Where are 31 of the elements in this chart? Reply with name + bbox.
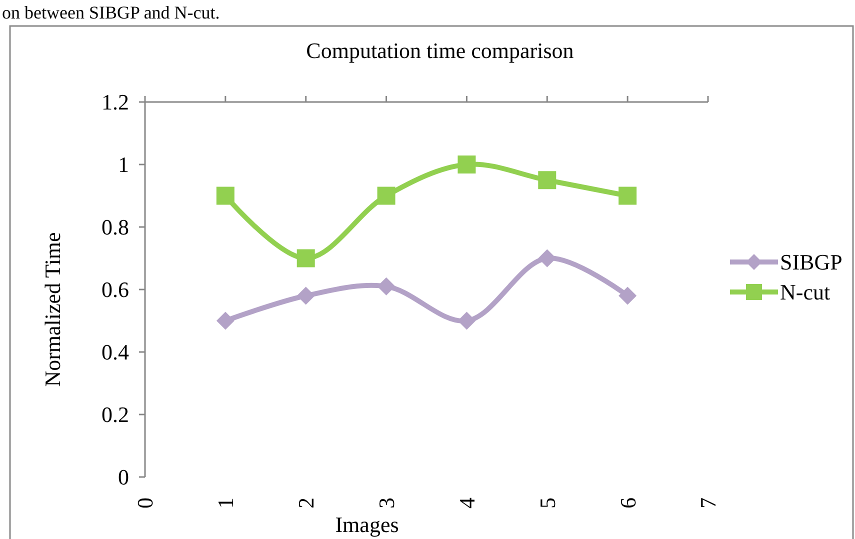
x-tick-label: 0 <box>132 498 158 508</box>
point <box>538 171 556 190</box>
y-tick-label: 0 <box>118 464 129 490</box>
x-tick-label: 2 <box>294 498 319 508</box>
y-tick-label: 0.2 <box>102 402 129 428</box>
chart-title: Computation time comparison <box>306 38 574 63</box>
point <box>296 286 315 305</box>
legend-label: SIBGP <box>780 250 842 275</box>
x-tick-label: 6 <box>615 498 640 508</box>
text: on between SIBGP and N-cut. <box>2 2 220 22</box>
y-tick-label: 1 <box>118 152 129 178</box>
x-tick-label: 3 <box>374 498 399 508</box>
x-tick-label: 1 <box>213 498 238 508</box>
y-tick-label: 0.4 <box>102 340 129 365</box>
legend-label: N-cut <box>780 280 830 305</box>
point <box>618 286 637 305</box>
point <box>216 312 234 330</box>
x-axis-title: Images <box>335 512 399 537</box>
y-tick-label: 1.2 <box>102 90 129 115</box>
x-tick-label: 5 <box>534 498 560 508</box>
point <box>618 186 637 205</box>
x-tick-label: 4 <box>454 498 480 508</box>
point <box>216 186 234 205</box>
y-tick-label: 0.6 <box>102 277 129 302</box>
point <box>458 156 476 174</box>
point <box>377 277 396 296</box>
y-axis-title: Normalized Time <box>40 232 65 387</box>
x-tick-label: 7 <box>696 498 721 508</box>
point <box>296 249 315 268</box>
point <box>377 186 396 205</box>
y-tick-label: 0.8 <box>102 214 129 240</box>
